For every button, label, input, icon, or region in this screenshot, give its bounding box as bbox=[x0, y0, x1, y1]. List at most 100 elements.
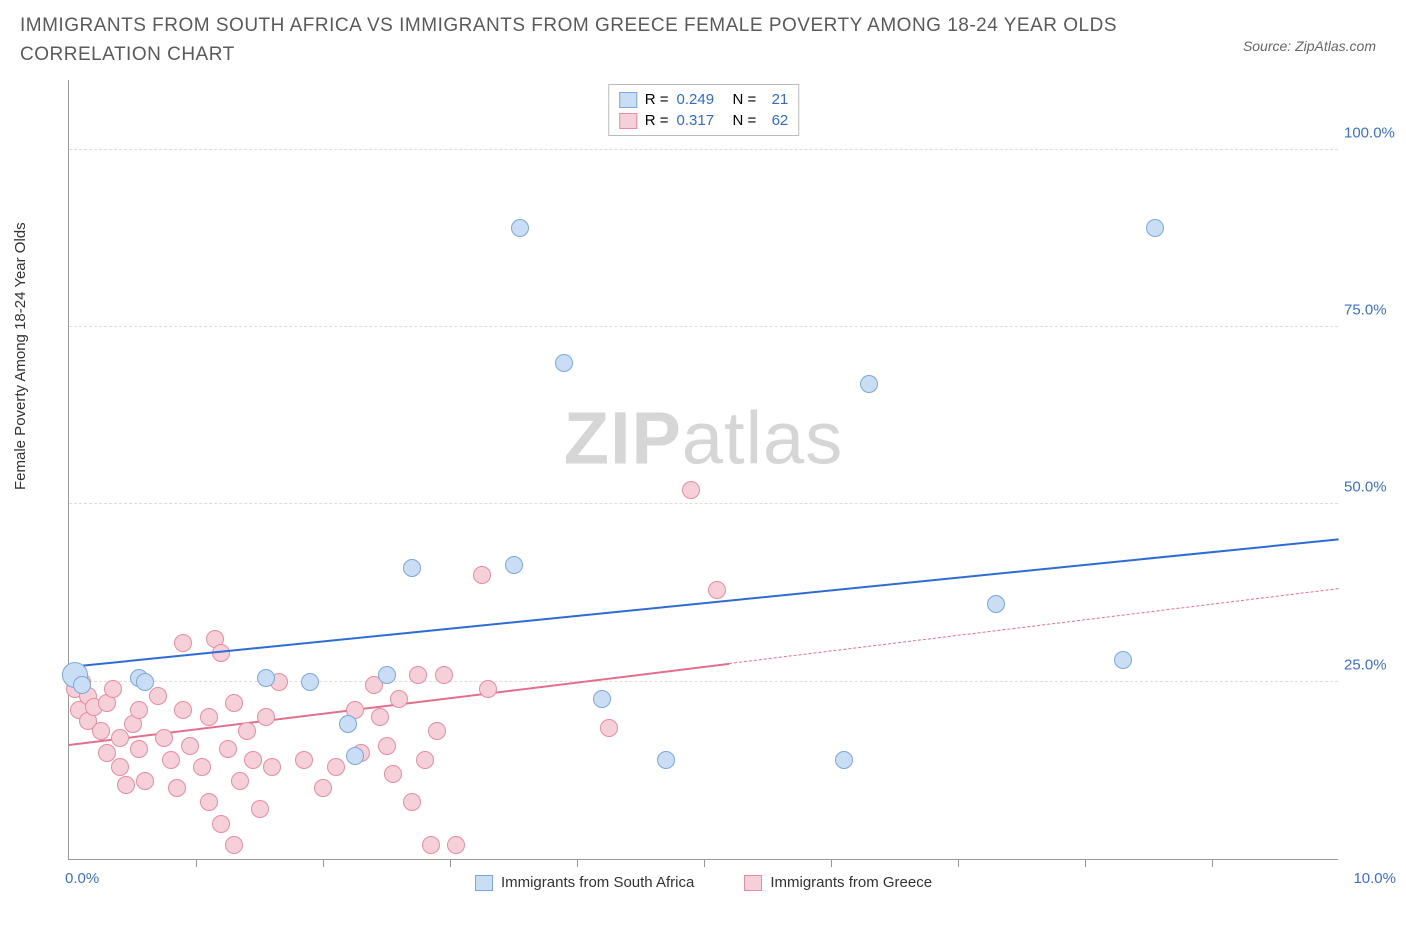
trendline-dash bbox=[729, 589, 1339, 665]
x-tick bbox=[323, 859, 324, 867]
data-point bbox=[473, 566, 491, 584]
data-point bbox=[193, 758, 211, 776]
data-point bbox=[1146, 219, 1164, 237]
data-point bbox=[225, 836, 243, 854]
legend-swatch bbox=[619, 92, 637, 108]
watermark: ZIPatlas bbox=[564, 396, 843, 481]
legend-r-label: R = bbox=[645, 110, 669, 131]
data-point bbox=[511, 219, 529, 237]
data-point bbox=[212, 644, 230, 662]
x-tick bbox=[831, 859, 832, 867]
y-tick-label: 50.0% bbox=[1344, 479, 1400, 496]
data-point bbox=[244, 751, 262, 769]
x-axis-max-label: 10.0% bbox=[1353, 870, 1396, 887]
legend-r-value: 0.317 bbox=[677, 110, 725, 131]
gridline bbox=[69, 326, 1338, 327]
data-point bbox=[1114, 651, 1132, 669]
data-point bbox=[403, 559, 421, 577]
y-axis-label: Female Poverty Among 18-24 Year Olds bbox=[12, 222, 29, 490]
gridline bbox=[69, 149, 1338, 150]
legend-r-label: R = bbox=[645, 89, 669, 110]
data-point bbox=[422, 836, 440, 854]
legend-r-value: 0.249 bbox=[677, 89, 725, 110]
data-point bbox=[447, 836, 465, 854]
data-point bbox=[708, 581, 726, 599]
data-point bbox=[682, 481, 700, 499]
y-tick-label: 25.0% bbox=[1344, 656, 1400, 673]
data-point bbox=[225, 694, 243, 712]
data-point bbox=[295, 751, 313, 769]
gridline bbox=[69, 503, 1338, 504]
data-point bbox=[181, 737, 199, 755]
data-point bbox=[327, 758, 345, 776]
y-tick-label: 75.0% bbox=[1344, 302, 1400, 319]
data-point bbox=[238, 722, 256, 740]
data-point bbox=[212, 815, 230, 833]
data-point bbox=[384, 765, 402, 783]
legend-series-item: Immigrants from South Africa bbox=[475, 874, 694, 891]
data-point bbox=[314, 779, 332, 797]
data-point bbox=[657, 751, 675, 769]
plot-area: ZIPatlas 25.0%50.0%75.0%100.0%0.0%10.0%R… bbox=[68, 80, 1338, 860]
data-point bbox=[416, 751, 434, 769]
data-point bbox=[257, 708, 275, 726]
y-tick-label: 100.0% bbox=[1344, 124, 1400, 141]
data-point bbox=[111, 729, 129, 747]
data-point bbox=[130, 701, 148, 719]
source-label: Source: ZipAtlas.com bbox=[1243, 38, 1376, 54]
data-point bbox=[168, 779, 186, 797]
data-point bbox=[117, 776, 135, 794]
data-point bbox=[346, 747, 364, 765]
data-point bbox=[92, 722, 110, 740]
x-tick bbox=[704, 859, 705, 867]
data-point bbox=[200, 708, 218, 726]
data-point bbox=[600, 719, 618, 737]
legend-n-value: 62 bbox=[764, 110, 788, 131]
x-tick bbox=[577, 859, 578, 867]
legend-n-label: N = bbox=[733, 89, 757, 110]
legend-stats: R =0.249N =21R =0.317N =62 bbox=[608, 84, 800, 136]
legend-n-label: N = bbox=[733, 110, 757, 131]
data-point bbox=[378, 737, 396, 755]
data-point bbox=[409, 666, 427, 684]
x-tick bbox=[1085, 859, 1086, 867]
data-point bbox=[111, 758, 129, 776]
data-point bbox=[149, 687, 167, 705]
data-point bbox=[257, 669, 275, 687]
legend-stats-row: R =0.249N =21 bbox=[619, 89, 789, 110]
x-tick bbox=[1212, 859, 1213, 867]
legend-swatch bbox=[744, 875, 762, 891]
data-point bbox=[593, 690, 611, 708]
data-point bbox=[219, 740, 237, 758]
trendline bbox=[69, 538, 1339, 668]
data-point bbox=[339, 715, 357, 733]
legend-series-label: Immigrants from Greece bbox=[770, 874, 932, 891]
data-point bbox=[987, 595, 1005, 613]
data-point bbox=[130, 740, 148, 758]
data-point bbox=[136, 673, 154, 691]
data-point bbox=[251, 800, 269, 818]
data-point bbox=[174, 634, 192, 652]
legend-swatch bbox=[619, 113, 637, 129]
legend-series-item: Immigrants from Greece bbox=[744, 874, 932, 891]
data-point bbox=[231, 772, 249, 790]
data-point bbox=[174, 701, 192, 719]
data-point bbox=[403, 793, 421, 811]
data-point bbox=[155, 729, 173, 747]
legend-swatch bbox=[475, 875, 493, 891]
data-point bbox=[390, 690, 408, 708]
data-point bbox=[835, 751, 853, 769]
data-point bbox=[301, 673, 319, 691]
data-point bbox=[435, 666, 453, 684]
legend-stats-row: R = 0.317 N = 62 bbox=[619, 110, 789, 131]
x-tick bbox=[450, 859, 451, 867]
data-point bbox=[555, 354, 573, 372]
data-point bbox=[428, 722, 446, 740]
chart-container: Female Poverty Among 18-24 Year Olds ZIP… bbox=[20, 80, 1386, 910]
data-point bbox=[104, 680, 122, 698]
data-point bbox=[162, 751, 180, 769]
data-point bbox=[378, 666, 396, 684]
data-point bbox=[200, 793, 218, 811]
x-tick bbox=[196, 859, 197, 867]
legend-series-label: Immigrants from South Africa bbox=[501, 874, 694, 891]
